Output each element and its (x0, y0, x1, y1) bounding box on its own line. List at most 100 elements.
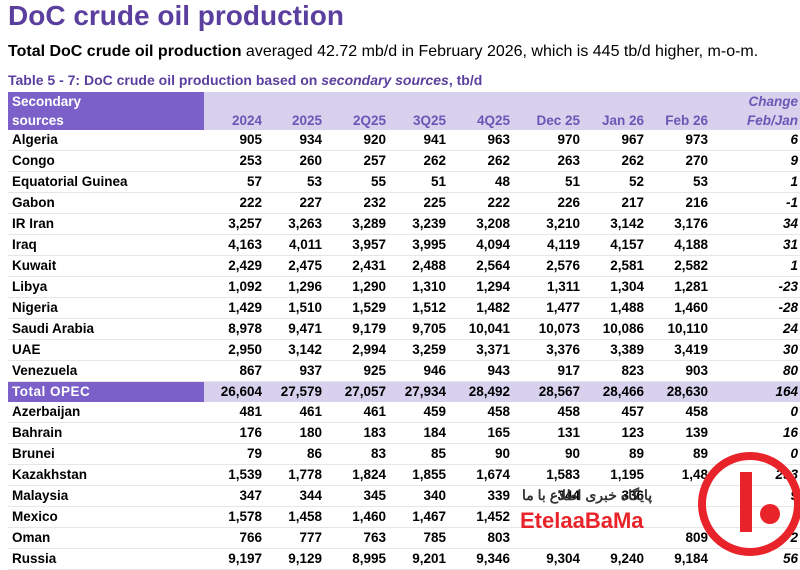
table-cell: 2,950 (204, 339, 268, 361)
table-cell: 10,041 (452, 318, 516, 340)
table-cell: 176 (204, 422, 268, 444)
table-cell: 4,011 (268, 234, 328, 256)
table-cell: 1,195 (586, 464, 650, 486)
table-cell: 461 (328, 402, 392, 423)
row-label: Malaysia (8, 485, 204, 507)
column-header: sources (8, 111, 204, 130)
table-cell: 1,778 (268, 464, 328, 486)
table-cell: 3,142 (586, 213, 650, 235)
table-cell: 55 (328, 171, 392, 193)
column-header: 2024 (204, 111, 268, 130)
summary-text: Total DoC crude oil production averaged … (8, 43, 758, 61)
table-cell: 9,179 (328, 318, 392, 340)
table-cell: 785 (392, 527, 452, 549)
table-cell: 2,475 (268, 255, 328, 277)
table-cell: 90 (452, 443, 516, 465)
table-cell: 9,304 (516, 548, 586, 570)
table-row: Equatorial Guinea 57 53 55 51 48 51 52 53 1 (8, 171, 800, 193)
table-row: Venezuela 867 937 925 946 943 917 823 903 80 (8, 360, 800, 382)
table-cell: -1 (714, 192, 800, 214)
table-cell: 4,094 (452, 234, 516, 256)
table-cell: 28,466 (586, 381, 650, 402)
table-cell: 943 (452, 360, 516, 382)
row-label: Total OPEC (8, 381, 204, 402)
table-row: Mexico 1,578 1,458 1,460 1,467 1,452 (8, 506, 800, 528)
table-row: IR Iran 3,257 3,263 3,289 3,239 3,208 3,210 3,1… (8, 213, 800, 235)
table-row: Kuwait 2,429 2,475 2,431 2,488 2,564 2,576 2,58… (8, 255, 800, 277)
table-cell: 461 (268, 402, 328, 423)
row-label: Brunei (8, 443, 204, 465)
table-cell: 226 (516, 192, 586, 214)
table-row: Libya 1,092 1,296 1,290 1,310 1,294 1,311 1,304… (8, 276, 800, 298)
table-cell: 80 (714, 360, 800, 382)
column-header: Jan 26 (586, 111, 650, 130)
table-cell: 222 (452, 192, 516, 214)
table-cell: 9,201 (392, 548, 452, 570)
table-cell: 164 (714, 381, 800, 402)
table-cell: 1,510 (268, 297, 328, 319)
table-cell (650, 485, 714, 507)
column-header (268, 92, 328, 111)
table-cell: 3,289 (328, 213, 392, 235)
table-cell: 2,582 (650, 255, 714, 277)
table-cell: 26,604 (204, 381, 268, 402)
caption-italic: secondary sources (321, 72, 449, 88)
table-cell: 867 (204, 360, 268, 382)
table-cell: 941 (392, 130, 452, 151)
table-cell: 216 (650, 192, 714, 214)
table-cell: 9,197 (204, 548, 268, 570)
table-cell: 1,583 (516, 464, 586, 486)
table-row: Gabon 222 227 232 225 222 226 217 216 -1 (8, 192, 800, 214)
table-cell: 3,376 (516, 339, 586, 361)
table-cell: 459 (392, 402, 452, 423)
table-cell: 10,073 (516, 318, 586, 340)
summary-rest: averaged 42.72 mb/d in February 2026, wh… (241, 43, 759, 60)
table-row: Bahrain 176 180 183 184 165 131 123 139 16 (8, 422, 800, 444)
table-cell: 347 (204, 485, 268, 507)
table-cell: 336 (586, 485, 650, 507)
logo-dot-icon (760, 504, 780, 524)
table-cell: 28,567 (516, 381, 586, 402)
table-cell: 28,630 (650, 381, 714, 402)
table-cell: 3,176 (650, 213, 714, 235)
table-cell: 1,294 (452, 276, 516, 298)
table-cell: 2,994 (328, 339, 392, 361)
table-cell: 3,210 (516, 213, 586, 235)
table-cell: 86 (268, 443, 328, 465)
table-cell: 28,492 (452, 381, 516, 402)
table-cell: 53 (650, 171, 714, 193)
logo-circle-icon (698, 452, 800, 556)
table-cell: 1,578 (204, 506, 268, 528)
table-cell: 3,263 (268, 213, 328, 235)
table-row: Malaysia 347 344 345 340 339 344 336 9 (8, 485, 800, 507)
table-cell: 262 (392, 150, 452, 172)
table-cell: 52 (586, 171, 650, 193)
column-header (328, 92, 392, 111)
table-cell: 937 (268, 360, 328, 382)
table-cell: 183 (328, 422, 392, 444)
table-cell: 2,581 (586, 255, 650, 277)
table-cell: 3,957 (328, 234, 392, 256)
table-cell: 925 (328, 360, 392, 382)
logo-bar-icon (740, 472, 752, 532)
table-cell (516, 506, 586, 528)
table-cell: 1,092 (204, 276, 268, 298)
table-cell: 777 (268, 527, 328, 549)
row-label: Gabon (8, 192, 204, 214)
table-cell: 51 (392, 171, 452, 193)
table-cell: 263 (516, 150, 586, 172)
table-cell: 481 (204, 402, 268, 423)
table-cell: 262 (586, 150, 650, 172)
table-cell: 2,429 (204, 255, 268, 277)
table-cell: 1,290 (328, 276, 392, 298)
table-cell: 222 (204, 192, 268, 214)
row-label: Bahrain (8, 422, 204, 444)
table-cell: 3,257 (204, 213, 268, 235)
production-table: Secondary Change sources 2024 2025 2Q25 3Q25 4Q… (8, 92, 800, 570)
row-label: Algeria (8, 130, 204, 151)
table-cell: 1,310 (392, 276, 452, 298)
table-row: Saudi Arabia 8,978 9,471 9,179 9,705 10,041 10… (8, 318, 800, 340)
table-cell: 3,142 (268, 339, 328, 361)
column-header (650, 92, 714, 111)
table-cell: 1,311 (516, 276, 586, 298)
